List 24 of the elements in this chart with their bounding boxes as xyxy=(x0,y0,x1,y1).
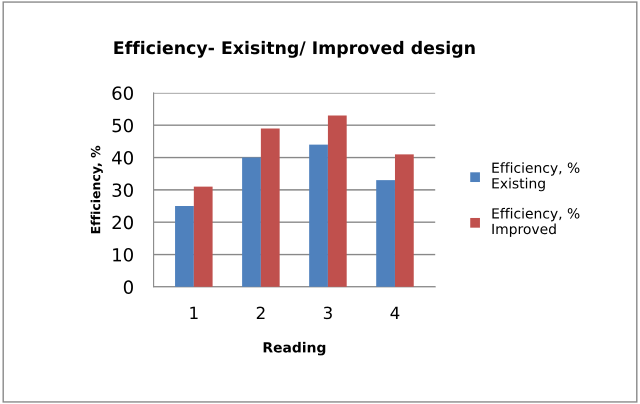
y-tick-label: 20 xyxy=(112,216,133,230)
bar xyxy=(260,128,280,287)
y-tick-label: 60 xyxy=(112,86,133,100)
bar xyxy=(328,116,347,287)
x-tick-label: 1 xyxy=(190,306,198,319)
bar xyxy=(309,144,328,287)
y-tick-label: 30 xyxy=(112,183,133,197)
x-axis-title: Reading xyxy=(264,342,326,356)
y-axis-title: Efficiency, % xyxy=(90,146,103,234)
x-tick-label: 4 xyxy=(390,306,400,319)
y-tick-label: 0 xyxy=(124,280,133,294)
bar xyxy=(175,206,194,287)
bar xyxy=(242,158,261,287)
y-tick-label: 40 xyxy=(112,151,133,165)
y-tick-label: 50 xyxy=(112,118,133,132)
chart-title: Efficiency- Exisitng/ Improved design xyxy=(114,40,475,58)
bar xyxy=(376,180,395,287)
legend-label: Efficiency, % Improved xyxy=(492,208,580,237)
bar xyxy=(194,186,213,287)
bar xyxy=(394,154,414,287)
x-tick-label: 2 xyxy=(256,306,265,319)
y-tick-label: 10 xyxy=(113,248,133,262)
x-tick-label: 3 xyxy=(324,306,332,320)
legend-label: Efficiency, % Existing xyxy=(492,162,580,192)
